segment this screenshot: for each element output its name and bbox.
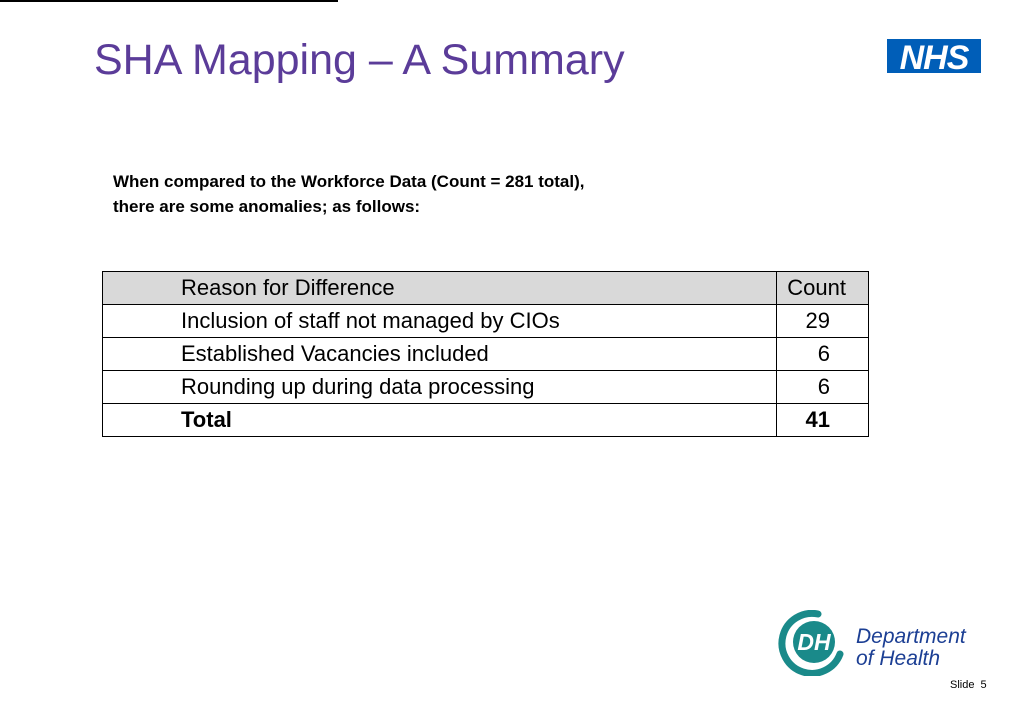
row-count: 29 — [776, 304, 869, 338]
slide-number: Slide 5 — [950, 679, 993, 691]
dh-mark: DH — [797, 629, 831, 655]
table-row: Rounding up during data processing 6 — [102, 370, 869, 404]
header-reason: Reason for Difference — [102, 271, 777, 305]
dh-line-1: Department — [856, 625, 966, 648]
row-reason: Established Vacancies included — [102, 337, 777, 371]
slide-label: Slide — [950, 679, 975, 691]
dh-swoosh-icon — [778, 610, 844, 676]
anomalies-table: Reason for Difference Count Inclusion of… — [102, 271, 869, 437]
dh-line-2: of Health — [856, 647, 941, 670]
intro-line-1: When compared to the Workforce Data (Cou… — [113, 172, 585, 191]
slide-title: SHA Mapping – A Summary — [94, 36, 625, 84]
top-rule — [0, 0, 338, 2]
table-row: Inclusion of staff not managed by CIOs 2… — [102, 304, 869, 338]
intro-line-2: there are some anomalies; as follows: — [113, 197, 421, 216]
row-count: 6 — [776, 337, 869, 371]
intro-text: When compared to the Workforce Data (Cou… — [113, 169, 585, 219]
total-label: Total — [102, 403, 777, 437]
total-count: 41 — [776, 403, 869, 437]
dh-disc — [793, 621, 835, 663]
row-reason: Rounding up during data processing — [102, 370, 777, 404]
slide-number-value: 5 — [980, 679, 987, 691]
nhs-logo: NHS — [885, 37, 983, 77]
row-reason: Inclusion of staff not managed by CIOs — [102, 304, 777, 338]
table-header-row: Reason for Difference Count — [102, 271, 869, 305]
row-count: 6 — [776, 370, 869, 404]
dh-logo: DH — [778, 610, 844, 676]
table-total-row: Total 41 — [102, 403, 869, 437]
table-row: Established Vacancies included 6 — [102, 337, 869, 371]
dh-wordmark: Department of Health — [856, 626, 966, 670]
header-count: Count — [776, 271, 869, 305]
